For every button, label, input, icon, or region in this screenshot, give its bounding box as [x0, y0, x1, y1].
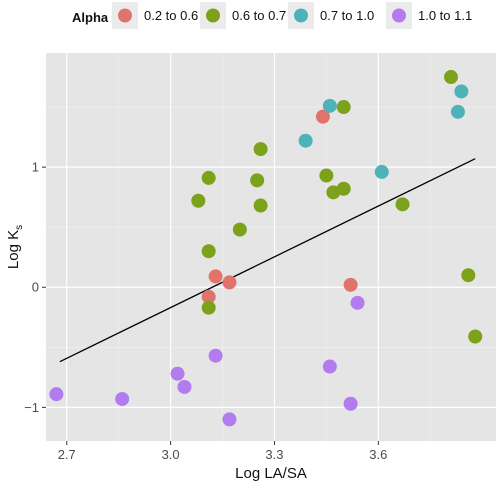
x-tick-label: 3.6 [369, 447, 387, 462]
legend-label: 0.6 to 0.7 [232, 8, 286, 23]
data-point [250, 173, 265, 188]
x-tick-label: 2.7 [58, 447, 76, 462]
legend: Alpha 0.2 to 0.6 0.6 to 0.7 0.7 to 1.0 1.0 … [72, 2, 472, 29]
data-point [454, 84, 469, 99]
data-point [374, 164, 389, 179]
x-axis-title: Log LA/SA [235, 465, 307, 482]
legend-key [392, 8, 406, 23]
trend-line [59, 158, 476, 363]
y-axis-ticks: −1 0 1 [24, 160, 46, 415]
y-axis-title-main: Log K [5, 230, 22, 269]
data-point [322, 359, 337, 374]
data-point [461, 268, 476, 283]
data-point [319, 168, 334, 183]
data-point [177, 379, 192, 394]
data-point [336, 100, 351, 115]
data-point [343, 396, 358, 411]
legend-label: 0.2 to 0.6 [144, 8, 198, 23]
data-point [222, 275, 237, 290]
y-tick-label: −1 [24, 400, 39, 415]
data-point [208, 269, 223, 284]
data-point [170, 366, 185, 381]
data-point [350, 295, 365, 310]
data-points [49, 70, 483, 427]
data-point [395, 197, 410, 212]
data-point [49, 387, 64, 402]
legend-key [294, 8, 308, 23]
y-axis-title-subscript: s [14, 225, 25, 230]
data-point [222, 412, 237, 427]
x-axis-ticks: 2.7 3.0 3.3 3.6 [58, 441, 387, 462]
grid-lines [46, 53, 496, 441]
data-point [444, 70, 458, 85]
data-point [201, 300, 216, 315]
legend-key [206, 8, 220, 23]
data-point [315, 109, 330, 124]
data-point [208, 348, 223, 363]
data-point [115, 391, 130, 406]
legend-key [118, 8, 132, 23]
y-tick-label: 1 [32, 160, 39, 175]
data-point [468, 329, 483, 344]
x-tick-label: 3.3 [265, 447, 283, 462]
data-point [450, 104, 465, 119]
x-tick-label: 3.0 [162, 447, 180, 462]
data-point [232, 222, 247, 237]
legend-label: 0.7 to 1.0 [320, 8, 374, 23]
plot-panel [46, 53, 496, 441]
data-point [201, 289, 216, 304]
y-axis-title: Log Ks [5, 225, 25, 269]
data-point [253, 142, 268, 157]
data-point [322, 98, 337, 113]
data-point [201, 244, 216, 259]
data-point [191, 193, 206, 208]
data-point [336, 181, 351, 196]
legend-title: Alpha [72, 10, 109, 25]
y-tick-label: 0 [32, 280, 39, 295]
data-point [201, 170, 216, 185]
data-point [253, 198, 268, 213]
data-point [298, 133, 313, 148]
data-point [343, 277, 358, 292]
legend-label: 1.0 to 1.1 [418, 8, 472, 23]
